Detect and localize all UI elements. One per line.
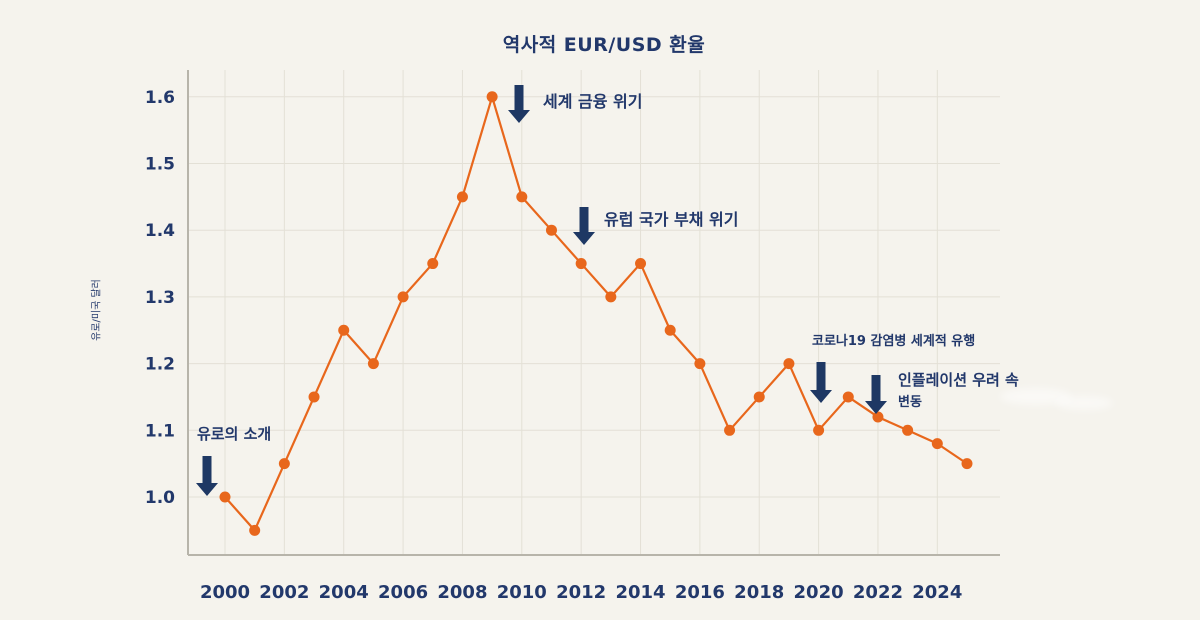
y-tick-label: 1.2 <box>145 355 175 375</box>
data-point <box>813 424 825 436</box>
data-point <box>516 191 528 203</box>
data-point <box>367 358 379 370</box>
data-point <box>872 411 884 423</box>
chart-title: 역사적 EUR/USD 환율 <box>502 34 706 56</box>
data-point <box>308 391 320 403</box>
data-point <box>575 258 587 270</box>
x-tick-label: 2024 <box>912 582 962 603</box>
data-point <box>219 491 231 503</box>
data-point <box>753 391 765 403</box>
y-tick-label: 1.1 <box>145 421 175 441</box>
x-tick-label: 2010 <box>497 582 547 603</box>
annotation-label: 유로의 소개 <box>197 425 272 443</box>
data-point <box>931 438 943 450</box>
data-point <box>694 358 706 370</box>
y-tick-label: 1.0 <box>145 488 175 508</box>
data-point <box>842 391 854 403</box>
x-tick-label: 2006 <box>378 582 428 603</box>
data-point <box>724 424 736 436</box>
data-point <box>456 191 468 203</box>
annotation-arrow-icon <box>573 207 595 245</box>
x-tick-label: 2018 <box>734 582 784 603</box>
data-point <box>961 458 973 470</box>
data-point <box>486 91 498 103</box>
annotation-label: 인플레이션 우려 속 <box>898 371 1019 389</box>
background-artifact <box>1055 396 1113 410</box>
data-point <box>249 524 261 536</box>
annotation-label-line2: 변동 <box>898 395 922 410</box>
x-tick-label: 2014 <box>615 582 665 603</box>
annotation-arrow-icon <box>508 85 530 123</box>
x-tick-label: 2016 <box>675 582 725 603</box>
x-tick-label: 2022 <box>853 582 903 603</box>
data-point <box>338 324 350 336</box>
annotation-arrow-icon <box>810 362 832 403</box>
data-point <box>783 358 795 370</box>
data-point <box>635 258 647 270</box>
data-point <box>545 224 557 236</box>
x-tick-label: 2008 <box>437 582 487 603</box>
annotation-arrow-icon <box>865 375 887 414</box>
y-tick-label: 1.4 <box>145 221 175 241</box>
y-tick-label: 1.3 <box>145 288 175 308</box>
x-tick-label: 2020 <box>794 582 844 603</box>
y-tick-label: 1.6 <box>145 88 175 108</box>
y-tick-label: 1.5 <box>145 155 175 175</box>
data-point <box>427 258 439 270</box>
data-point <box>902 424 914 436</box>
x-tick-label: 2012 <box>556 582 606 603</box>
x-tick-label: 2000 <box>200 582 250 603</box>
data-line <box>224 95 968 532</box>
data-point <box>664 324 676 336</box>
background-artifact <box>1000 388 1072 405</box>
data-point <box>605 291 617 303</box>
x-tick-label: 2004 <box>319 582 369 603</box>
data-point <box>397 291 409 303</box>
x-tick-label: 2002 <box>259 582 309 603</box>
annotation-arrow-icon <box>196 456 218 496</box>
annotation-label: 유럽 국가 부채 위기 <box>604 210 739 229</box>
data-point <box>278 458 290 470</box>
annotation-label: 세계 금융 위기 <box>543 92 643 111</box>
annotation-label: 코로나19 감염병 세계적 유행 <box>812 334 976 349</box>
